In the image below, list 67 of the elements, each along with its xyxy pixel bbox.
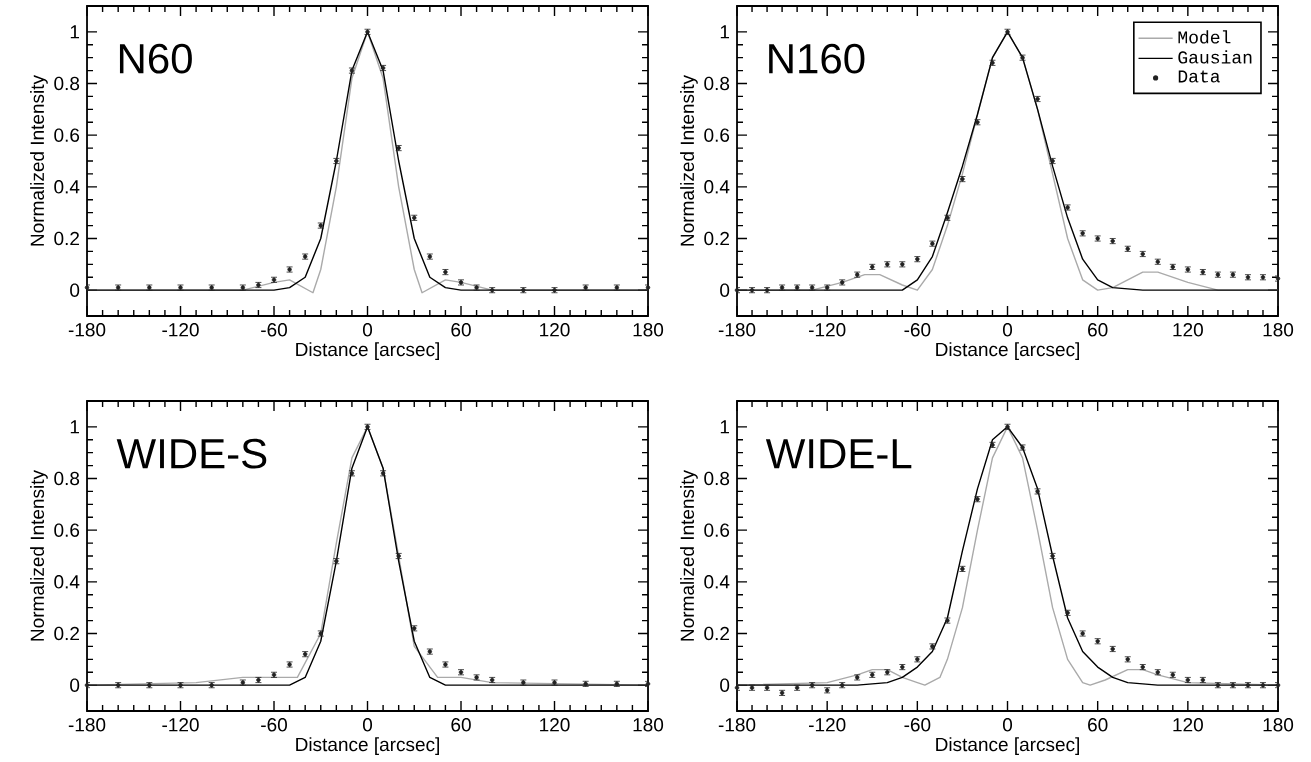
x-axis-title: Distance [arcsec]	[936, 342, 1079, 360]
y-tick-label: 0.6	[54, 128, 80, 142]
y-tick-label: 0.4	[704, 575, 730, 589]
y-tick-label: 0	[70, 283, 80, 297]
annotation: N160	[769, 43, 865, 74]
x-tick-label: -120	[162, 323, 199, 337]
y-tick-label: 0	[70, 678, 80, 692]
y-tick-label: 0.4	[704, 180, 730, 194]
y-tick-label: 0.2	[54, 626, 79, 641]
legend-label: Model	[1178, 30, 1231, 44]
y-axis-title: Normalized Intensity	[30, 470, 48, 641]
x-tick-label: 120	[1173, 718, 1203, 732]
y-axis-title: Normalized Intensity	[30, 75, 48, 246]
x-tick-label: -120	[809, 718, 846, 732]
x-tick-label: 120	[540, 718, 570, 732]
y-tick-label: 0.2	[704, 626, 730, 641]
x-tick-label: 60	[1088, 323, 1108, 337]
x-tick-label: -120	[809, 323, 846, 337]
legend-label: Data	[1178, 70, 1220, 83]
x-tick-label: 120	[540, 323, 570, 337]
y-tick-label: 0.6	[704, 128, 730, 142]
y-tick-label: 0.4	[54, 575, 80, 589]
x-tick-label: 180	[633, 323, 664, 337]
y-tick-label: 0.2	[704, 231, 730, 246]
x-tick-label: -180	[718, 718, 756, 732]
x-tick-label: -120	[162, 718, 199, 732]
y-tick-label: 0	[720, 283, 730, 297]
x-tick-label: 60	[451, 323, 471, 337]
x-tick-label: 120	[1173, 323, 1203, 337]
y-tick-label: 0.8	[704, 76, 730, 91]
annotation: WIDE-S	[116, 438, 267, 469]
y-tick-label: 1	[720, 25, 730, 39]
annotation: WIDE-L	[765, 439, 912, 469]
annotation: N60	[119, 43, 192, 74]
y-tick-label: 1	[70, 25, 79, 39]
x-tick-label: 0	[1002, 718, 1013, 732]
y-axis-title: Normalized Intensity	[680, 470, 698, 641]
x-tick-label: 0	[362, 323, 373, 337]
y-tick-label: 0.6	[704, 523, 730, 537]
x-tick-label: -60	[261, 718, 287, 732]
y-tick-label: 0.8	[704, 471, 730, 486]
x-tick-label: -60	[904, 323, 931, 337]
x-tick-label: -180	[718, 323, 756, 337]
x-tick-label: -180	[68, 718, 106, 732]
y-tick-label: 1	[70, 420, 79, 434]
x-tick-label: -60	[261, 323, 287, 337]
y-tick-label: 1	[720, 420, 730, 434]
x-tick-label: 180	[1263, 718, 1294, 732]
x-tick-label: 60	[451, 718, 471, 732]
x-tick-label: -180	[68, 323, 106, 337]
x-tick-label: 0	[1002, 323, 1013, 337]
x-tick-label: 180	[633, 718, 664, 732]
y-tick-label: 0.8	[54, 76, 80, 91]
x-axis-title: Distance [arcsec]	[936, 737, 1079, 755]
y-tick-label: 0	[720, 678, 730, 692]
x-tick-label: 0	[362, 718, 373, 732]
y-tick-label: 0.2	[54, 231, 79, 246]
x-tick-label: 180	[1263, 323, 1294, 337]
x-axis-title: Distance [arcsec]	[296, 737, 439, 755]
y-tick-label: 0.8	[54, 471, 80, 486]
y-axis-title: Normalized Intensity	[680, 75, 698, 246]
legend-label: Gausian	[1178, 50, 1252, 64]
y-tick-label: 0.6	[54, 523, 80, 537]
y-tick-label: 0.4	[54, 180, 80, 194]
x-tick-label: 60	[1088, 718, 1108, 732]
x-tick-label: -60	[904, 718, 931, 732]
x-axis-title: Distance [arcsec]	[296, 342, 439, 360]
